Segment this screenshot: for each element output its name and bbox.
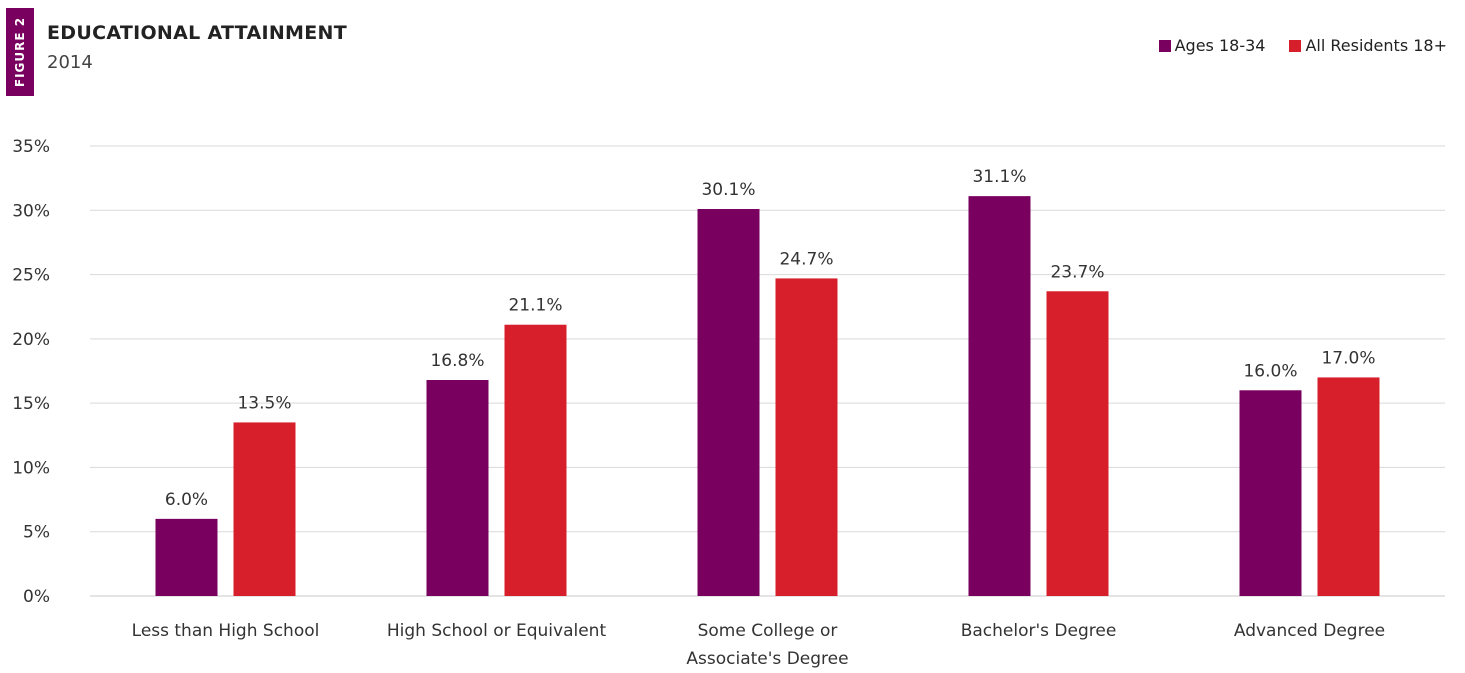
x-tick-label: Associate's Degree <box>686 649 848 669</box>
y-tick-label: 10% <box>12 458 50 478</box>
data-label: 21.1% <box>508 296 562 316</box>
bar-all-residents <box>1317 377 1380 596</box>
x-tick-label: Less than High School <box>132 621 320 641</box>
data-label: 24.7% <box>779 249 833 269</box>
bar-ages-18-34 <box>155 518 218 596</box>
y-tick-label: 35% <box>12 137 50 157</box>
y-tick-label: 15% <box>12 394 50 414</box>
bar-all-residents <box>233 422 296 596</box>
x-tick-label: High School or Equivalent <box>387 621 607 641</box>
bar-all-residents <box>1046 291 1109 596</box>
data-label: 17.0% <box>1321 348 1375 368</box>
legend-item-ages-18-34: Ages 18-34 <box>1158 36 1266 55</box>
chart-subtitle: 2014 <box>47 52 93 73</box>
legend-label-all-residents: All Residents 18+ <box>1305 36 1447 55</box>
x-tick-label: Some College or <box>698 621 838 641</box>
legend-item-all-residents: All Residents 18+ <box>1289 36 1447 55</box>
figure-tab: FIGURE 2 <box>6 8 34 96</box>
y-tick-label: 5% <box>23 523 50 543</box>
y-tick-label: 0% <box>23 587 50 607</box>
y-tick-label: 30% <box>12 201 50 221</box>
legend: Ages 18-34 All Residents 18+ <box>1158 36 1447 55</box>
data-label: 16.8% <box>430 351 484 371</box>
bar-ages-18-34 <box>968 196 1031 596</box>
legend-swatch-ages-18-34 <box>1158 39 1171 52</box>
data-label: 23.7% <box>1050 262 1104 282</box>
chart-title: EDUCATIONAL ATTAINMENT <box>47 22 347 44</box>
bar-all-residents <box>775 278 838 596</box>
y-tick-label: 20% <box>12 330 50 350</box>
data-label: 31.1% <box>972 167 1026 187</box>
bar-all-residents <box>504 324 567 596</box>
x-tick-label: Advanced Degree <box>1234 621 1385 641</box>
y-tick-label: 25% <box>12 266 50 286</box>
bar-ages-18-34 <box>426 380 489 596</box>
data-label: 16.0% <box>1243 361 1297 381</box>
data-label: 13.5% <box>237 393 291 413</box>
bar-ages-18-34 <box>697 209 760 596</box>
data-label: 6.0% <box>165 490 208 510</box>
bar-ages-18-34 <box>1239 390 1302 596</box>
legend-label-ages-18-34: Ages 18-34 <box>1174 36 1266 55</box>
data-label: 30.1% <box>701 180 755 200</box>
legend-swatch-all-residents <box>1289 39 1302 52</box>
x-tick-label: Bachelor's Degree <box>961 621 1117 641</box>
